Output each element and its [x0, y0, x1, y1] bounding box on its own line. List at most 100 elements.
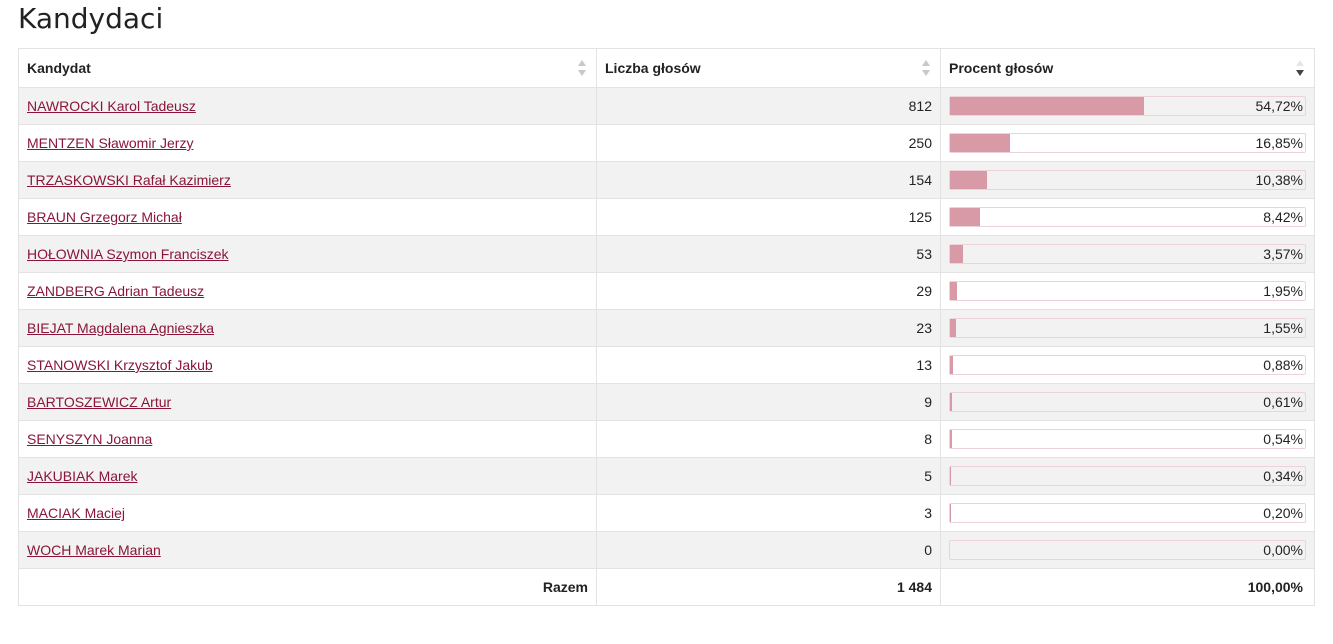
candidate-cell: BIEJAT Magdalena Agnieszka — [18, 309, 597, 347]
votes-cell: 53 — [596, 235, 941, 273]
candidate-link[interactable]: TRZASKOWSKI Rafał Kazimierz — [27, 172, 231, 188]
candidate-link[interactable]: JAKUBIAK Marek — [27, 468, 138, 484]
percent-bar-fill — [950, 467, 952, 485]
percent-value: 1,95% — [1263, 283, 1303, 299]
votes-cell: 154 — [596, 161, 941, 199]
total-row: Razem 1 484 100,00% — [18, 568, 1315, 606]
column-header-votes-label: Liczba głosów — [605, 60, 701, 76]
table-row: STANOWSKI Krzysztof Jakub 13 0,88% — [18, 346, 1315, 384]
percent-bar-fill — [950, 245, 963, 263]
percent-bar: 0,34% — [949, 466, 1306, 486]
candidate-cell: NAWROCKI Karol Tadeusz — [18, 87, 597, 125]
percent-value: 8,42% — [1263, 209, 1303, 225]
sort-both-icon — [578, 60, 586, 76]
votes-cell: 250 — [596, 124, 941, 162]
candidate-link[interactable]: HOŁOWNIA Szymon Franciszek — [27, 246, 229, 262]
column-header-percent-label: Procent głosów — [949, 60, 1054, 76]
percent-bar-fill — [950, 134, 1010, 152]
percent-cell: 8,42% — [940, 198, 1315, 236]
total-label: Razem — [18, 568, 597, 606]
percent-bar: 8,42% — [949, 207, 1306, 227]
table-row: BIEJAT Magdalena Agnieszka 23 1,55% — [18, 309, 1315, 347]
percent-cell: 3,57% — [940, 235, 1315, 273]
percent-bar: 1,95% — [949, 281, 1306, 301]
votes-cell: 812 — [596, 87, 941, 125]
table-body: NAWROCKI Karol Tadeusz 812 54,72% MENTZEN S… — [18, 87, 1315, 569]
percent-bar: 54,72% — [949, 96, 1306, 116]
percent-bar-fill — [950, 356, 954, 374]
candidate-link[interactable]: WOCH Marek Marian — [27, 542, 161, 558]
candidate-link[interactable]: BIEJAT Magdalena Agnieszka — [27, 320, 215, 336]
table-row: SENYSZYN Joanna 8 0,54% — [18, 420, 1315, 458]
votes-cell: 23 — [596, 309, 941, 347]
candidate-link[interactable]: ZANDBERG Adrian Tadeusz — [27, 283, 205, 299]
candidate-cell: MACIAK Maciej — [18, 494, 597, 532]
candidate-cell: BRAUN Grzegorz Michał — [18, 198, 597, 236]
percent-cell: 10,38% — [940, 161, 1315, 199]
candidate-link[interactable]: SENYSZYN Joanna — [27, 431, 153, 447]
candidate-link[interactable]: BRAUN Grzegorz Michał — [27, 209, 182, 225]
percent-bar: 0,54% — [949, 429, 1306, 449]
sort-descending-icon — [1296, 60, 1304, 76]
percent-value: 54,72% — [1255, 98, 1303, 114]
percent-value: 0,54% — [1263, 431, 1303, 447]
candidate-link[interactable]: STANOWSKI Krzysztof Jakub — [27, 357, 213, 373]
candidate-link[interactable]: MENTZEN Sławomir Jerzy — [27, 135, 194, 151]
column-header-votes[interactable]: Liczba głosów — [596, 48, 941, 88]
percent-bar-fill — [950, 282, 957, 300]
table-row: NAWROCKI Karol Tadeusz 812 54,72% — [18, 87, 1315, 125]
votes-cell: 13 — [596, 346, 941, 384]
percent-value: 0,61% — [1263, 394, 1303, 410]
percent-value: 0,00% — [1263, 542, 1303, 558]
percent-cell: 0,88% — [940, 346, 1315, 384]
percent-value: 10,38% — [1255, 172, 1303, 188]
percent-bar-fill — [950, 171, 987, 189]
percent-value: 16,85% — [1255, 135, 1303, 151]
candidate-link[interactable]: NAWROCKI Karol Tadeusz — [27, 98, 196, 114]
percent-bar-fill — [950, 208, 980, 226]
table-row: ZANDBERG Adrian Tadeusz 29 1,95% — [18, 272, 1315, 310]
table-row: MENTZEN Sławomir Jerzy 250 16,85% — [18, 124, 1315, 162]
candidate-link[interactable]: BARTOSZEWICZ Artur — [27, 394, 172, 410]
percent-cell: 1,95% — [940, 272, 1315, 310]
column-header-percent[interactable]: Procent głosów — [940, 48, 1315, 88]
percent-cell: 0,54% — [940, 420, 1315, 458]
percent-bar: 0,61% — [949, 392, 1306, 412]
candidate-link[interactable]: MACIAK Maciej — [27, 505, 126, 521]
candidate-cell: HOŁOWNIA Szymon Franciszek — [18, 235, 597, 273]
candidate-cell: ZANDBERG Adrian Tadeusz — [18, 272, 597, 310]
percent-cell: 54,72% — [940, 87, 1315, 125]
votes-cell: 0 — [596, 531, 941, 569]
votes-cell: 125 — [596, 198, 941, 236]
percent-bar-fill — [950, 393, 953, 411]
candidate-cell: SENYSZYN Joanna — [18, 420, 597, 458]
percent-bar: 1,55% — [949, 318, 1306, 338]
total-percent: 100,00% — [940, 568, 1315, 606]
candidate-cell: JAKUBIAK Marek — [18, 457, 597, 495]
table-row: WOCH Marek Marian 0 0,00% — [18, 531, 1315, 569]
header-row: Kandydat Liczba głosów Procent głosów — [18, 48, 1315, 88]
percent-cell: 1,55% — [940, 309, 1315, 347]
percent-bar: 0,20% — [949, 503, 1306, 523]
candidate-cell: TRZASKOWSKI Rafał Kazimierz — [18, 161, 597, 199]
percent-bar-fill — [950, 319, 956, 337]
table-row: JAKUBIAK Marek 5 0,34% — [18, 457, 1315, 495]
percent-bar: 10,38% — [949, 170, 1306, 190]
percent-bar: 0,00% — [949, 540, 1306, 560]
percent-value: 0,34% — [1263, 468, 1303, 484]
table-row: MACIAK Maciej 3 0,20% — [18, 494, 1315, 532]
sort-both-icon — [922, 60, 930, 76]
table-row: TRZASKOWSKI Rafał Kazimierz 154 10,38% — [18, 161, 1315, 199]
column-header-candidate[interactable]: Kandydat — [18, 48, 597, 88]
votes-cell: 29 — [596, 272, 941, 310]
percent-cell: 0,61% — [940, 383, 1315, 421]
votes-cell: 9 — [596, 383, 941, 421]
percent-value: 3,57% — [1263, 246, 1303, 262]
total-votes: 1 484 — [596, 568, 941, 606]
percent-cell: 0,00% — [940, 531, 1315, 569]
percent-cell: 0,20% — [940, 494, 1315, 532]
percent-bar: 16,85% — [949, 133, 1306, 153]
page-title: Kandydaci — [18, 2, 164, 35]
candidate-cell: WOCH Marek Marian — [18, 531, 597, 569]
